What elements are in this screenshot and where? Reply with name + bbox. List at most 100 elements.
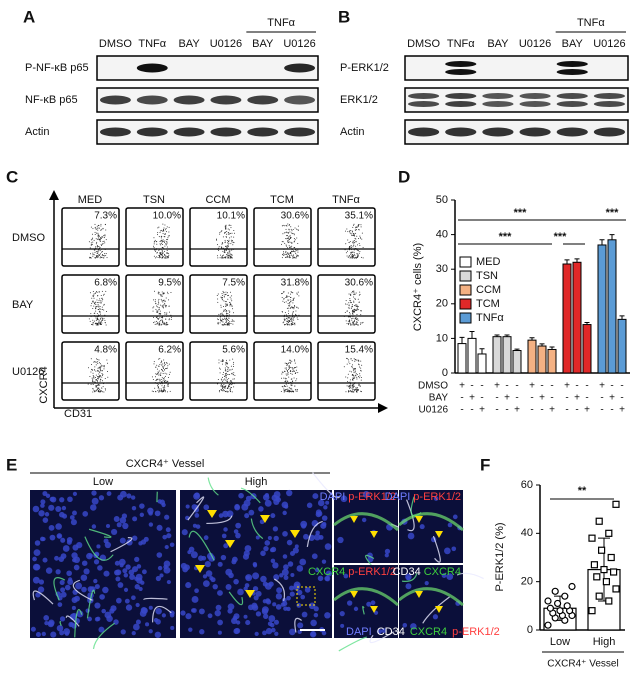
event-dot	[351, 366, 353, 368]
nucleus	[245, 620, 251, 626]
event-dot	[356, 388, 358, 390]
event-dot	[353, 248, 355, 250]
event-dot	[92, 381, 94, 383]
event-dot	[105, 290, 107, 292]
event-dot	[104, 253, 106, 255]
event-dot	[221, 256, 223, 258]
event-dot	[358, 294, 360, 296]
event-dot	[226, 247, 228, 249]
nucleus	[234, 504, 241, 511]
event-dot	[91, 324, 93, 326]
nucleus	[292, 547, 299, 554]
event-dot	[99, 246, 101, 248]
nucleus	[223, 543, 229, 549]
event-dot	[217, 301, 219, 303]
blot-box	[404, 55, 629, 81]
nucleus	[94, 616, 100, 622]
event-dot	[288, 387, 290, 389]
nucleus	[238, 492, 244, 499]
event-dot	[223, 379, 225, 381]
event-dot	[286, 225, 288, 227]
event-dot	[294, 247, 296, 249]
event-dot	[359, 291, 361, 293]
band	[407, 101, 440, 107]
event-dot	[220, 314, 222, 316]
treatment-mark: -	[620, 381, 623, 392]
treatment-mark: -	[505, 381, 508, 392]
event-dot	[292, 322, 294, 324]
band	[284, 127, 316, 137]
event-dot	[164, 387, 166, 389]
event-dot	[99, 317, 101, 319]
event-dot	[357, 319, 359, 321]
event-dot	[219, 322, 221, 324]
event-dot	[159, 322, 161, 324]
event-dot	[94, 390, 96, 392]
event-dot	[353, 244, 355, 246]
event-dot	[349, 363, 351, 365]
event-dot	[158, 307, 160, 309]
bar	[617, 318, 627, 374]
event-dot	[227, 324, 229, 326]
event-dot	[291, 385, 293, 387]
inset-label: CD34	[393, 566, 421, 578]
event-dot	[282, 224, 284, 226]
event-dot	[288, 256, 290, 258]
event-dot	[227, 373, 229, 375]
event-dot	[98, 314, 100, 316]
event-dot	[167, 391, 169, 393]
event-dot	[351, 257, 353, 259]
event-dot	[354, 320, 356, 322]
event-dot	[353, 323, 355, 325]
treatment-mark: -	[515, 381, 518, 392]
event-dot	[160, 388, 162, 390]
event-dot	[168, 254, 170, 256]
event-dot	[90, 244, 92, 246]
event-dot	[223, 254, 225, 256]
event-dot	[157, 256, 159, 258]
nucleus	[221, 533, 227, 539]
event-dot	[224, 242, 226, 244]
event-dot	[357, 376, 359, 378]
event-dot	[348, 245, 350, 247]
nucleus	[40, 503, 45, 508]
nucleus	[227, 603, 235, 611]
nucleus	[106, 491, 112, 496]
event-dot	[98, 308, 100, 310]
event-dot	[355, 322, 357, 324]
flow-plot	[125, 341, 184, 401]
event-dot	[225, 372, 227, 374]
event-dot	[285, 231, 287, 233]
data-point	[605, 597, 613, 605]
event-dot	[346, 385, 348, 387]
event-dot	[286, 370, 288, 372]
nucleus	[72, 544, 79, 551]
event-dot	[346, 255, 348, 257]
nucleus	[261, 608, 269, 615]
event-dot	[232, 241, 234, 243]
event-dot	[95, 243, 97, 245]
vessel	[59, 621, 62, 626]
event-dot	[353, 324, 355, 326]
event-dot	[286, 370, 288, 372]
event-dot	[92, 307, 94, 309]
event-dot	[284, 242, 286, 244]
event-dot	[165, 229, 167, 231]
event-dot	[157, 292, 159, 294]
event-dot	[96, 379, 98, 381]
event-dot	[285, 251, 287, 253]
event-dot	[89, 247, 91, 249]
event-dot	[347, 256, 349, 258]
event-dot	[357, 315, 359, 317]
event-dot	[162, 370, 164, 372]
event-dot	[288, 368, 290, 370]
nucleus	[282, 601, 288, 607]
event-dot	[224, 367, 226, 369]
nucleus	[87, 616, 92, 622]
event-dot	[231, 249, 233, 251]
event-dot	[164, 364, 166, 366]
bar	[492, 336, 502, 374]
nucleus	[185, 613, 192, 620]
event-dot	[99, 237, 101, 239]
vessel	[65, 615, 80, 627]
